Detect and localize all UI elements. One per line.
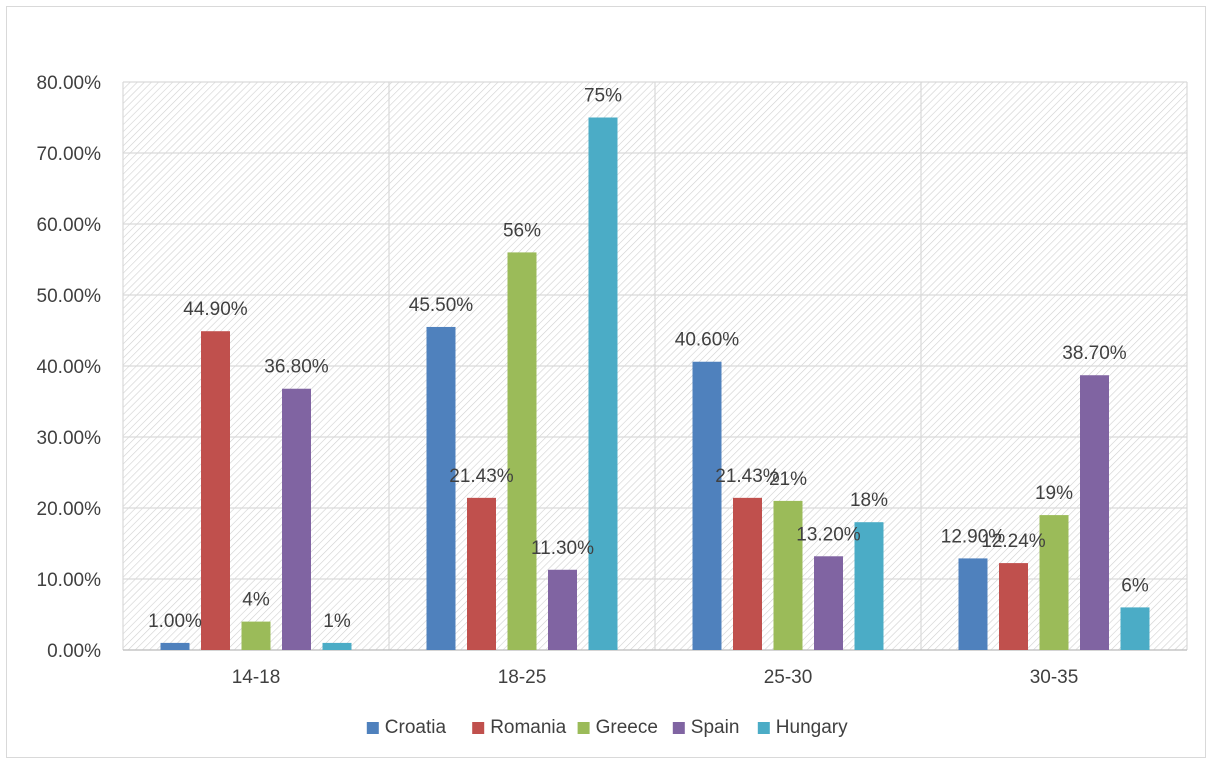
x-tick-label: 14-18 bbox=[232, 667, 281, 688]
y-tick-label: 0.00% bbox=[47, 641, 101, 662]
y-tick-label: 70.00% bbox=[37, 144, 102, 165]
x-axis: 14-18 18-25 25-30 30-35 bbox=[123, 650, 1187, 688]
bar-romania-30-35 bbox=[999, 563, 1028, 650]
bar-croatia-30-35 bbox=[959, 558, 988, 650]
data-label: 4% bbox=[242, 590, 270, 611]
bar-spain-25-30 bbox=[814, 556, 843, 650]
y-tick-label: 80.00% bbox=[37, 73, 102, 94]
x-tick-label: 18-25 bbox=[498, 667, 547, 688]
chart-frame: 0.00% 10.00% 20.00% 30.00% 40.00% 50.00% 60.00… bbox=[6, 6, 1206, 758]
bar-romania-18-25 bbox=[467, 498, 496, 650]
bar-hungary-18-25 bbox=[589, 118, 618, 651]
y-tick-label: 10.00% bbox=[37, 570, 102, 591]
data-label: 21.43% bbox=[449, 466, 514, 487]
legend-label-spain: Spain bbox=[691, 717, 740, 738]
legend-label-romania: Romania bbox=[490, 717, 566, 738]
bar-croatia-18-25 bbox=[427, 327, 456, 650]
data-label: 44.90% bbox=[183, 299, 248, 320]
y-tick-label: 30.00% bbox=[37, 428, 102, 449]
bar-hungary-14-18 bbox=[323, 643, 352, 650]
data-label: 75% bbox=[584, 86, 622, 107]
legend-label-croatia: Croatia bbox=[385, 717, 447, 738]
data-label: 19% bbox=[1035, 483, 1073, 504]
data-label: 1% bbox=[323, 611, 351, 632]
legend-swatch-spain bbox=[673, 722, 685, 734]
data-label: 38.70% bbox=[1062, 343, 1127, 364]
bar-hungary-30-35 bbox=[1121, 607, 1150, 650]
bar-chart: 0.00% 10.00% 20.00% 30.00% 40.00% 50.00% 60.00… bbox=[7, 7, 1207, 759]
data-label: 21% bbox=[769, 469, 807, 490]
data-label: 1.00% bbox=[148, 611, 202, 632]
bar-romania-25-30 bbox=[733, 498, 762, 650]
x-tick-label: 30-35 bbox=[1030, 667, 1079, 688]
y-tick-label: 50.00% bbox=[37, 286, 102, 307]
data-label: 56% bbox=[503, 220, 541, 241]
data-label: 36.80% bbox=[264, 357, 329, 378]
legend-swatch-greece bbox=[578, 722, 590, 734]
bar-croatia-25-30 bbox=[693, 362, 722, 650]
bar-croatia-14-18 bbox=[161, 643, 190, 650]
y-tick-label: 20.00% bbox=[37, 499, 102, 520]
data-label: 11.30% bbox=[531, 538, 594, 559]
legend-swatch-hungary bbox=[758, 722, 770, 734]
legend: Croatia Romania Greece Spain Hungary bbox=[367, 717, 848, 738]
data-label: 13.20% bbox=[796, 524, 861, 545]
bar-spain-14-18 bbox=[282, 389, 311, 650]
bar-romania-14-18 bbox=[201, 331, 230, 650]
data-label: 6% bbox=[1121, 575, 1149, 596]
y-tick-label: 60.00% bbox=[37, 215, 102, 236]
data-label: 12.24% bbox=[981, 531, 1046, 552]
bar-greece-14-18 bbox=[242, 622, 271, 650]
legend-label-greece: Greece bbox=[596, 717, 658, 738]
legend-swatch-croatia bbox=[367, 722, 379, 734]
bar-greece-18-25 bbox=[508, 252, 537, 650]
data-label: 18% bbox=[850, 490, 888, 511]
bar-spain-18-25 bbox=[548, 570, 577, 650]
data-label: 40.60% bbox=[675, 330, 740, 351]
data-label: 45.50% bbox=[409, 295, 474, 316]
bar-greece-25-30 bbox=[774, 501, 803, 650]
x-tick-label: 25-30 bbox=[764, 667, 813, 688]
y-axis: 0.00% 10.00% 20.00% 30.00% 40.00% 50.00% 60.00… bbox=[37, 73, 102, 662]
bar-spain-30-35 bbox=[1080, 375, 1109, 650]
legend-swatch-romania bbox=[472, 722, 484, 734]
y-tick-label: 40.00% bbox=[37, 357, 102, 378]
legend-label-hungary: Hungary bbox=[776, 717, 848, 738]
